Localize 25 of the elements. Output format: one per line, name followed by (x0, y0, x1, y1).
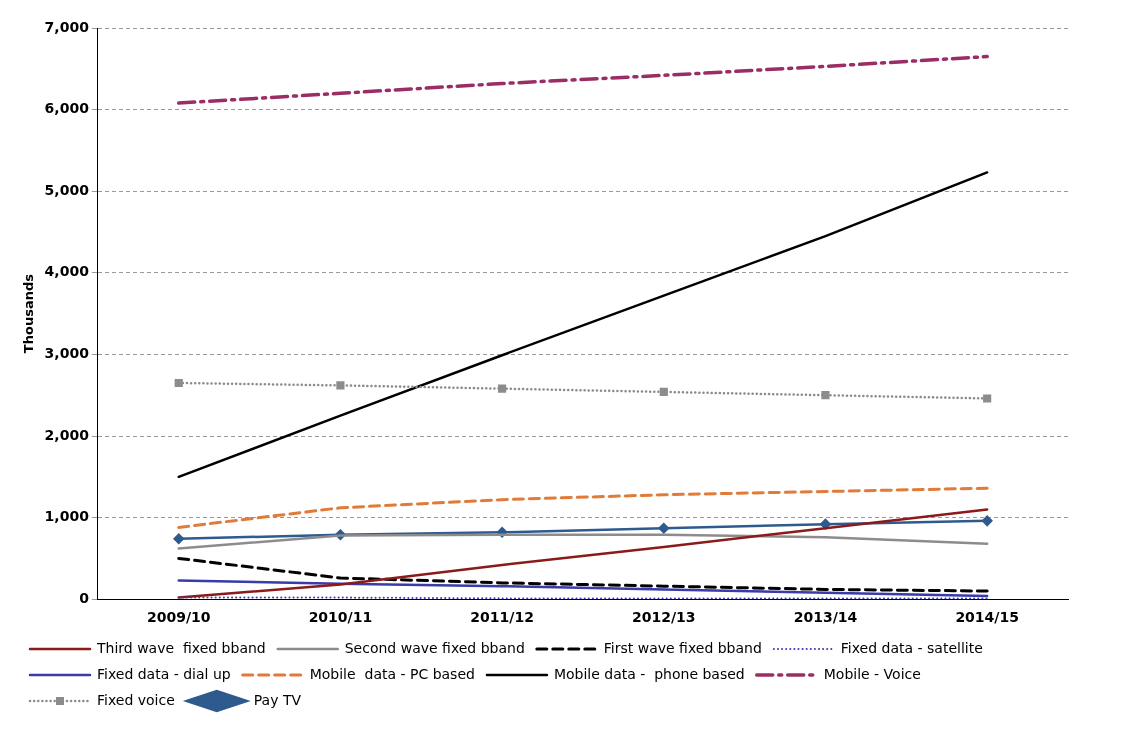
y-tick-label: 5,000 (44, 181, 90, 198)
legend-label: Fixed voice (97, 691, 175, 708)
legend-label: Fixed data - dial up (97, 665, 231, 682)
y-tick-label: 1,000 (44, 508, 90, 525)
x-tick-label: 2013/14 (793, 609, 858, 626)
legend-label: Second wave fixed bband (344, 639, 525, 656)
x-tick-label: 2011/12 (470, 609, 534, 626)
legend-label: Mobile data - phone based (553, 665, 745, 682)
y-axis-title: Thousands (21, 273, 37, 354)
x-tick-label: 2010/11 (308, 609, 373, 626)
x-tick-label: 2012/13 (632, 609, 696, 626)
legend-label: Fixed data - satellite (840, 639, 983, 656)
y-tick-label: 2,000 (44, 426, 90, 443)
legend-label: Mobile data - PC based (309, 665, 475, 682)
y-tick-label: 6,000 (44, 100, 90, 117)
x-tick-label: 2009/10 (146, 609, 211, 626)
y-tick-label: 0 (79, 589, 90, 606)
y-tick-label: 4,000 (44, 263, 90, 280)
y-tick-label: 3,000 (44, 345, 90, 362)
legend-label: Mobile - Voice (823, 665, 921, 682)
legend-label: First wave fixed bband (603, 639, 762, 656)
x-tick-label: 2014/15 (955, 609, 1019, 626)
legend-label: Third wave fixed bband (96, 639, 266, 656)
y-tick-label: 7,000 (44, 18, 90, 35)
legend-label: Pay TV (253, 691, 302, 708)
